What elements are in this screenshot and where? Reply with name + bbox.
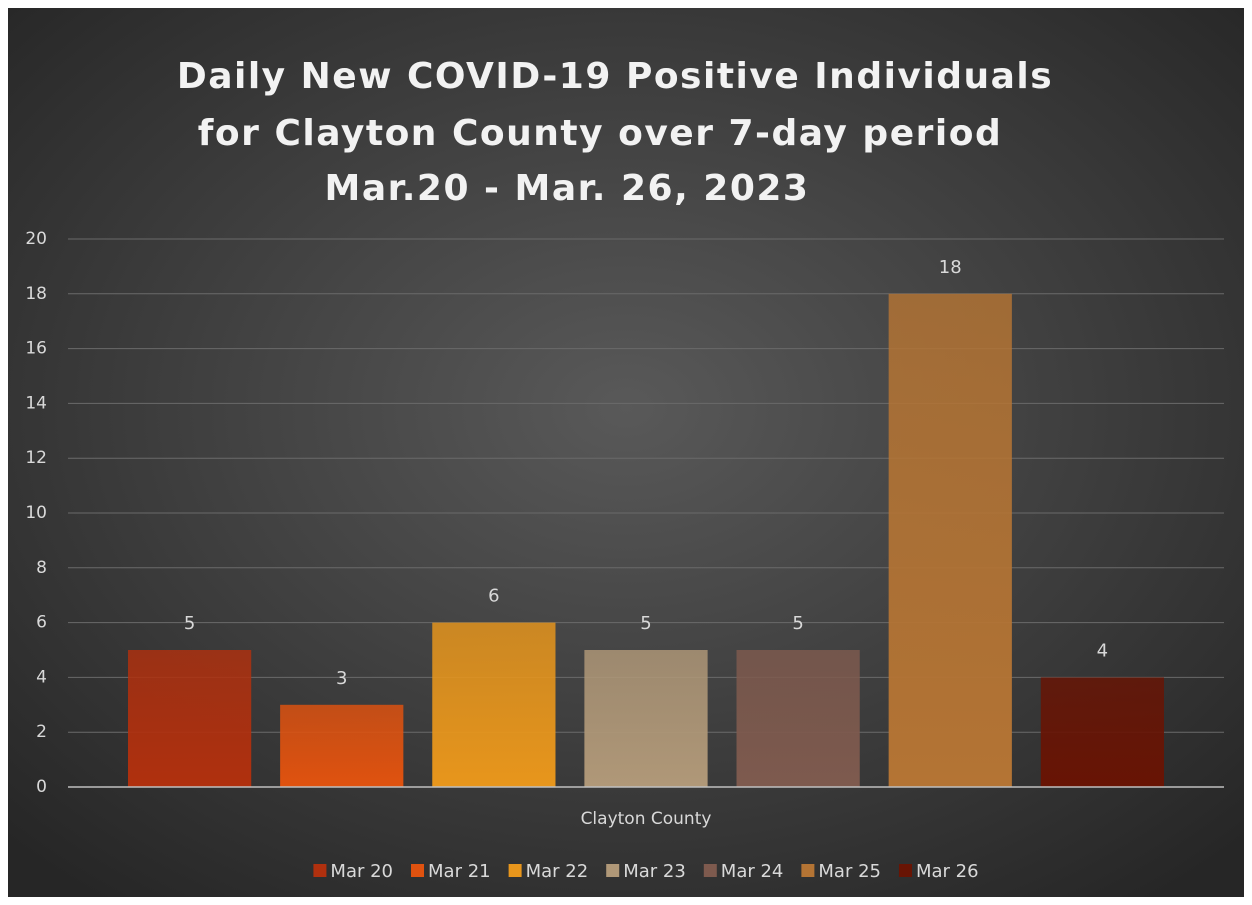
y-tick-label: 10 [25,503,47,523]
legend-label: Mar 20 [330,861,393,882]
bar [888,293,1012,787]
legend-item: Mar 25 [801,861,881,882]
bar [127,650,252,787]
legend-label: Mar 22 [526,861,589,882]
legend-label: Mar 24 [721,861,784,882]
value-label: 4 [1097,640,1108,661]
chart-title: for Clayton County over 7-day period [198,113,1002,154]
value-label: 3 [336,668,347,689]
legend-item: Mar 24 [703,861,784,882]
y-tick-label: 16 [25,339,47,359]
legend-swatch [898,864,912,877]
value-label: 5 [184,613,195,634]
legend-swatch [801,864,815,877]
y-tick-label: 20 [25,229,47,249]
bar [736,650,860,787]
legend-label: Mar 25 [818,861,881,882]
value-label: 18 [939,257,962,278]
chart-title: Mar.20 - Mar. 26, 2023 [325,168,810,209]
y-tick-label: 14 [25,393,47,413]
legend-item: Mar 23 [606,861,686,882]
legend-swatch [703,864,717,877]
chart-title: Daily New COVID-19 Positive Individuals [177,56,1053,97]
y-tick-label: 12 [25,448,47,468]
legend-item: Mar 22 [508,861,589,882]
bar [584,650,708,787]
bar [432,622,556,787]
legend-swatch [313,864,327,877]
y-tick-label: 2 [36,722,47,742]
bar [280,704,404,787]
y-tick-label: 8 [36,558,47,578]
value-label: 6 [488,586,499,607]
legend-swatch [508,864,522,877]
y-tick-label: 6 [36,613,47,633]
y-tick-label: 0 [36,777,47,797]
legend-swatch [411,864,425,877]
legend-label: Mar 23 [623,861,686,882]
value-label: 5 [792,613,803,634]
legend-item: Mar 21 [411,861,491,882]
y-tick-label: 4 [36,667,47,687]
value-label: 5 [640,613,651,634]
legend-item: Mar 26 [898,861,979,882]
x-tick-label: Clayton County [581,809,712,829]
legend-label: Mar 26 [916,861,979,882]
legend-label: Mar 21 [428,861,491,882]
bar [1040,677,1165,787]
y-tick-label: 18 [25,284,47,304]
legend-item: Mar 20 [313,861,393,882]
legend-swatch [606,864,620,877]
